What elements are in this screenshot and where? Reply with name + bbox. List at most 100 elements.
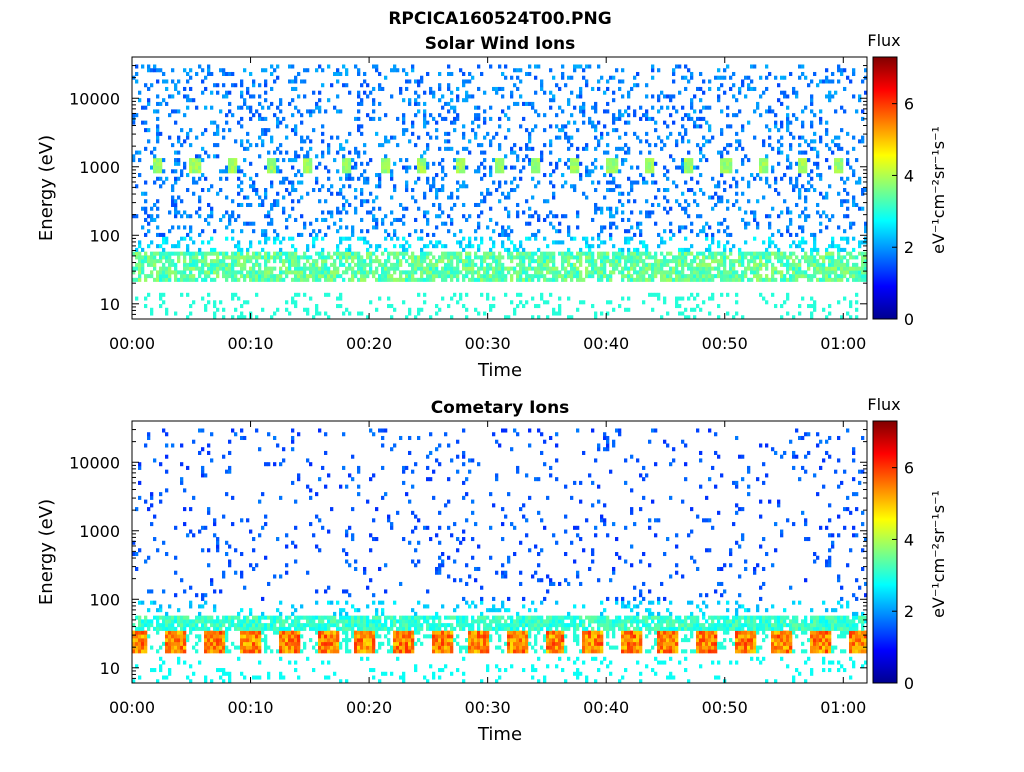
heatmap-cell	[726, 199, 729, 203]
heatmap-cell	[168, 672, 171, 676]
heatmap-cell	[156, 627, 159, 631]
heatmap-cell	[612, 244, 615, 248]
heatmap-cell	[330, 270, 333, 274]
heatmap-cell	[366, 210, 369, 214]
heatmap-cell	[258, 616, 261, 620]
heatmap-cell	[474, 229, 477, 233]
heatmap-cell	[159, 616, 162, 620]
heatmap-cell	[174, 312, 177, 316]
heatmap-cell	[678, 229, 681, 233]
heatmap-cell	[753, 267, 756, 271]
heatmap-cell	[303, 139, 306, 143]
heatmap-cell	[804, 169, 807, 173]
heatmap-cell	[579, 177, 582, 181]
heatmap-cell	[765, 158, 768, 162]
heatmap-cell	[639, 117, 642, 121]
heatmap-cell	[696, 203, 699, 207]
heatmap-cell	[618, 79, 621, 83]
heatmap-cell	[663, 173, 666, 177]
heatmap-cell	[468, 270, 471, 274]
heatmap-cell	[741, 158, 744, 162]
heatmap-cell	[852, 278, 855, 282]
heatmap-cell	[186, 106, 189, 110]
heatmap-cell	[243, 586, 246, 590]
heatmap-cell	[639, 210, 642, 214]
heatmap-cell	[291, 237, 294, 241]
heatmap-cell	[615, 169, 618, 173]
heatmap-cell	[249, 177, 252, 181]
heatmap-cell	[456, 98, 459, 102]
heatmap-cell	[789, 132, 792, 136]
heatmap-cell	[843, 87, 846, 91]
heatmap-cell	[174, 207, 177, 211]
heatmap-cell	[585, 240, 588, 244]
heatmap-cell	[201, 263, 204, 267]
heatmap-cell	[597, 207, 600, 211]
heatmap-cell	[219, 649, 222, 653]
heatmap-cell	[351, 225, 354, 229]
heatmap-cell	[426, 263, 429, 267]
heatmap-cell	[201, 297, 204, 301]
heatmap-cell	[663, 188, 666, 192]
heatmap-cell	[579, 270, 582, 274]
heatmap-cell	[732, 263, 735, 267]
heatmap-cell	[861, 188, 864, 192]
heatmap-cell	[717, 263, 720, 267]
heatmap-cell	[333, 106, 336, 110]
heatmap-cell	[834, 136, 837, 140]
heatmap-cell	[792, 274, 795, 278]
heatmap-cell	[261, 627, 264, 631]
heatmap-cell	[231, 252, 234, 256]
heatmap-cell	[381, 267, 384, 271]
heatmap-cell	[309, 297, 312, 301]
heatmap-cell	[222, 94, 225, 98]
heatmap-cell	[726, 106, 729, 110]
heatmap-cell	[492, 297, 495, 301]
heatmap-cell	[681, 225, 684, 229]
heatmap-cell	[468, 267, 471, 271]
heatmap-cell	[804, 188, 807, 192]
heatmap-cell	[564, 278, 567, 282]
heatmap-cell	[846, 214, 849, 218]
heatmap-cell	[615, 128, 618, 132]
heatmap-cell	[825, 252, 828, 256]
heatmap-cell	[633, 83, 636, 87]
heatmap-cell	[324, 255, 327, 259]
heatmap-cell	[717, 68, 720, 72]
heatmap-cell	[645, 117, 648, 121]
heatmap-cell	[765, 214, 768, 218]
heatmap-cell	[498, 184, 501, 188]
heatmap-cell	[348, 252, 351, 256]
heatmap-cell	[342, 147, 345, 151]
heatmap-cell	[651, 267, 654, 271]
heatmap-cell	[561, 184, 564, 188]
heatmap-cell	[198, 177, 201, 181]
heatmap-cell	[681, 270, 684, 274]
heatmap-cell	[693, 274, 696, 278]
heatmap-cell	[768, 255, 771, 259]
heatmap-cell	[222, 646, 225, 650]
heatmap-cell	[591, 263, 594, 267]
heatmap-cell	[303, 308, 306, 312]
heatmap-cell	[474, 106, 477, 110]
heatmap-cell	[804, 218, 807, 222]
heatmap-cell	[210, 237, 213, 241]
heatmap-cell	[519, 177, 522, 181]
heatmap-cell	[225, 541, 228, 545]
heatmap-cell	[807, 255, 810, 259]
heatmap-cell	[294, 300, 297, 304]
heatmap-cell	[324, 270, 327, 274]
heatmap-cell	[630, 274, 633, 278]
heatmap-cell	[258, 278, 261, 282]
heatmap-cell	[501, 87, 504, 91]
heatmap-cell	[354, 195, 357, 199]
heatmap-cell	[837, 192, 840, 196]
heatmap-cell	[849, 166, 852, 170]
heatmap-cell	[573, 68, 576, 72]
heatmap-cell	[276, 199, 279, 203]
heatmap-cell	[651, 263, 654, 267]
heatmap-cell	[525, 154, 528, 158]
heatmap-cell	[306, 109, 309, 113]
heatmap-cell	[543, 91, 546, 95]
heatmap-cell	[231, 113, 234, 117]
